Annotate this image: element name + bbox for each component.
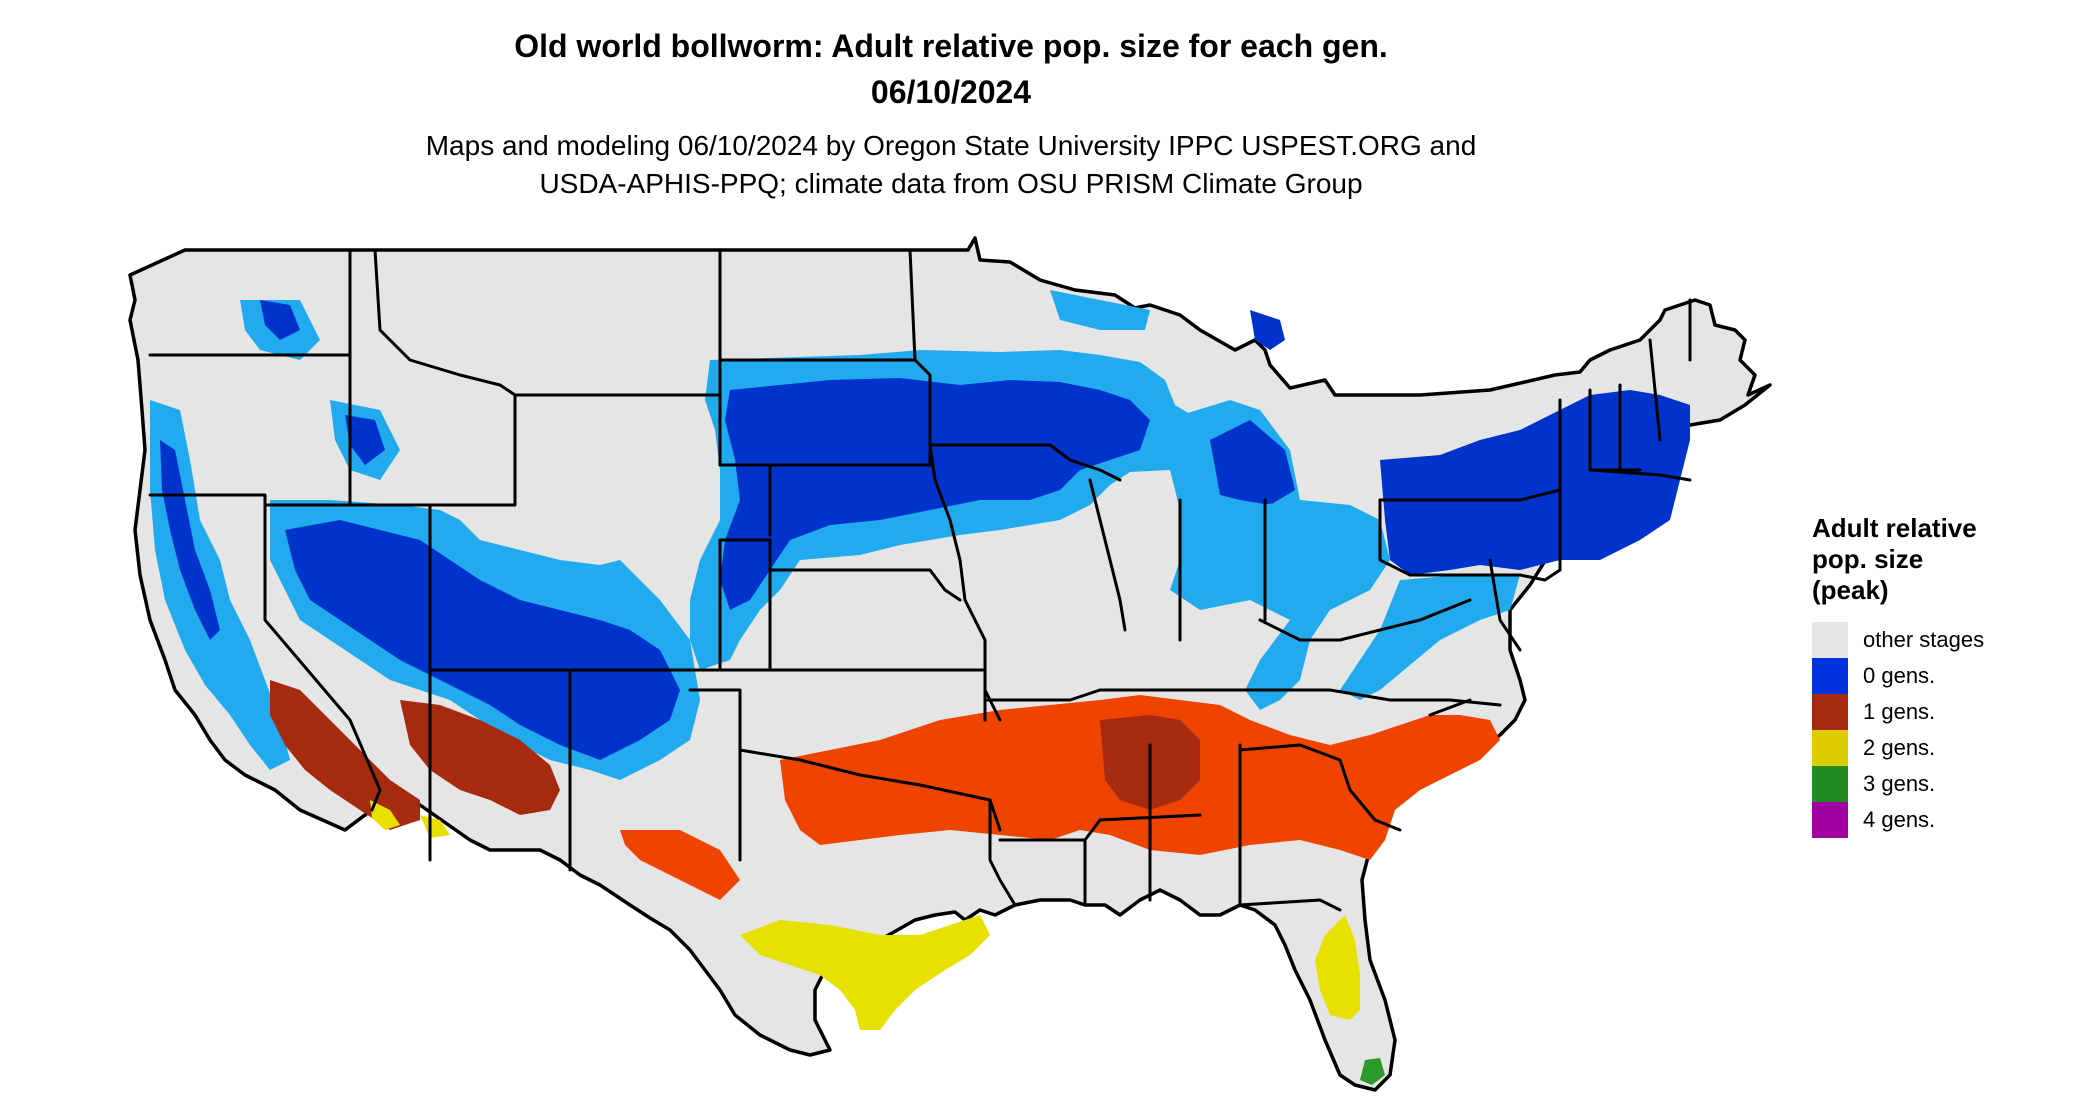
- legend-label: 2 gens.: [1863, 735, 1936, 760]
- map-credits-line2: USDA-APHIS-PPQ; climate data from OSU PR…: [539, 168, 1363, 199]
- zone-0-gens: [150, 290, 1690, 780]
- legend-swatch: [1812, 658, 1848, 694]
- legend-swatch: [1812, 622, 1848, 658]
- map-date: 06/10/2024: [870, 74, 1032, 110]
- legend-swatch: [1812, 766, 1848, 802]
- zone-2-gens: [370, 800, 1360, 1030]
- map-credits-line1: Maps and modeling 06/10/2024 by Oregon S…: [425, 130, 1477, 161]
- legend-title-line2: pop. size: [1812, 544, 1924, 574]
- legend-label: 4 gens.: [1863, 807, 1936, 832]
- legend-item-4-gens: 4 gens.: [1812, 802, 2072, 838]
- zone-1-gen: [270, 680, 1500, 900]
- legend-title: Adult relative pop. size (peak): [1812, 513, 2072, 606]
- legend-title-line1: Adult relative: [1812, 513, 1977, 543]
- legend: Adult relative pop. size (peak) other st…: [1812, 513, 2072, 838]
- us-land-mass: [128, 236, 1772, 1092]
- legend-swatch: [1812, 730, 1848, 766]
- legend-title-line3: (peak): [1812, 575, 1889, 605]
- state-borders: [148, 248, 1692, 912]
- zone-3-gens: [1360, 1058, 1385, 1085]
- legend-item-3-gens: 3 gens.: [1812, 766, 2072, 802]
- legend-swatch: [1812, 802, 1848, 838]
- legend-item-other-stages: other stages: [1812, 622, 2072, 658]
- legend-label: 3 gens.: [1863, 771, 1936, 796]
- legend-label: 0 gens.: [1863, 663, 1936, 688]
- legend-item-2-gens: 2 gens.: [1812, 730, 2072, 766]
- legend-item-1-gens: 1 gens.: [1812, 694, 2072, 730]
- legend-item-0-gens: 0 gens.: [1812, 658, 2072, 694]
- map-title: Old world bollworm: Adult relative pop. …: [514, 28, 1388, 64]
- legend-swatch: [1812, 694, 1848, 730]
- legend-label: other stages: [1863, 627, 1985, 652]
- legend-label: 1 gens.: [1863, 699, 1936, 724]
